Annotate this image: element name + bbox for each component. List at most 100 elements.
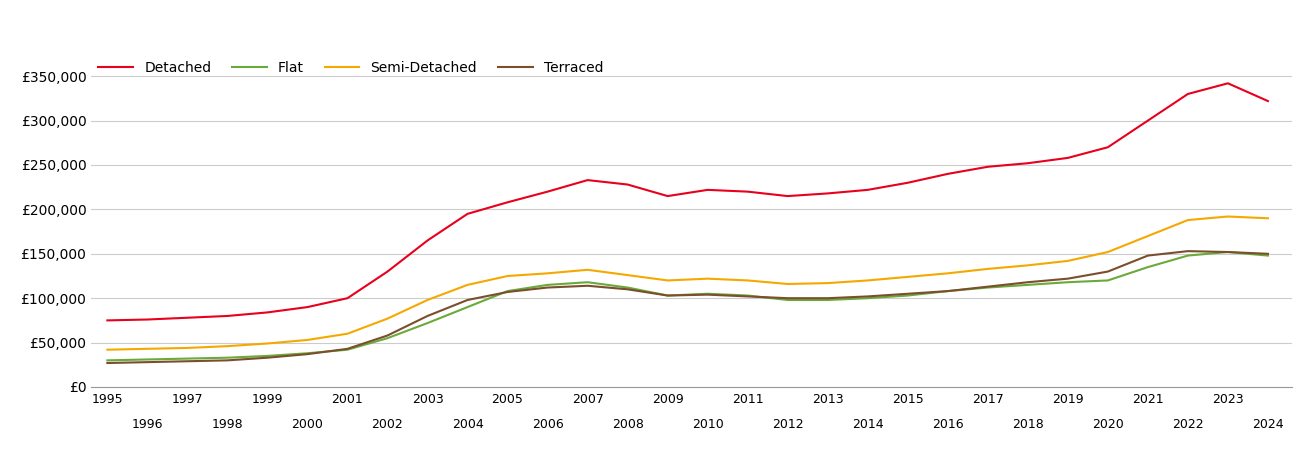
Detached [180, 315, 196, 320]
Detached [300, 304, 316, 310]
Flat [780, 297, 796, 303]
Terraced [500, 289, 515, 295]
Semi-Detached [1180, 217, 1195, 223]
Terraced [99, 360, 115, 366]
Flat [500, 288, 515, 294]
Detached [940, 171, 955, 176]
Text: 2004: 2004 [452, 418, 483, 431]
Text: 2000: 2000 [291, 418, 324, 431]
Text: 2018: 2018 [1011, 418, 1044, 431]
Flat [1261, 253, 1276, 258]
Flat [180, 356, 196, 361]
Semi-Detached [339, 331, 355, 337]
Terraced [699, 292, 715, 297]
Semi-Detached [500, 273, 515, 279]
Flat [300, 351, 316, 356]
Terraced [140, 360, 155, 365]
Detached [1141, 118, 1156, 123]
Semi-Detached [1100, 249, 1116, 255]
Detached [500, 200, 515, 205]
Terraced [180, 359, 196, 364]
Text: 2012: 2012 [771, 418, 804, 431]
Flat [1100, 278, 1116, 283]
Terraced [260, 355, 275, 360]
Terraced [1141, 253, 1156, 258]
Detached [140, 317, 155, 322]
Line: Terraced: Terraced [107, 251, 1268, 363]
Detached [1060, 155, 1075, 161]
Terraced [940, 288, 955, 294]
Terraced [900, 291, 916, 297]
Terraced [339, 346, 355, 351]
Detached [1180, 91, 1195, 97]
Text: 2014: 2014 [852, 418, 883, 431]
Text: 2008: 2008 [612, 418, 643, 431]
Semi-Detached [1261, 216, 1276, 221]
Flat [579, 279, 595, 285]
Detached [540, 189, 556, 194]
Semi-Detached [1220, 214, 1236, 219]
Semi-Detached [579, 267, 595, 273]
Flat [820, 297, 835, 303]
Detached [1100, 144, 1116, 150]
Semi-Detached [1060, 258, 1075, 264]
Semi-Detached [699, 276, 715, 281]
Terraced [380, 333, 395, 338]
Flat [660, 293, 676, 298]
Semi-Detached [1021, 263, 1036, 268]
Line: Detached: Detached [107, 83, 1268, 320]
Detached [380, 269, 395, 274]
Semi-Detached [99, 347, 115, 352]
Flat [940, 288, 955, 294]
Flat [219, 355, 235, 360]
Terraced [860, 294, 876, 299]
Terraced [1021, 279, 1036, 285]
Detached [780, 194, 796, 199]
Flat [1220, 249, 1236, 255]
Semi-Detached [540, 270, 556, 276]
Terraced [1261, 251, 1276, 256]
Detached [219, 313, 235, 319]
Detached [900, 180, 916, 185]
Terraced [1220, 249, 1236, 255]
Terraced [740, 294, 756, 299]
Text: 2016: 2016 [932, 418, 963, 431]
Flat [740, 293, 756, 298]
Line: Semi-Detached: Semi-Detached [107, 216, 1268, 350]
Text: 2020: 2020 [1092, 418, 1124, 431]
Detached [260, 310, 275, 315]
Detached [740, 189, 756, 194]
Semi-Detached [940, 270, 955, 276]
Terraced [579, 283, 595, 288]
Terraced [820, 296, 835, 301]
Semi-Detached [900, 274, 916, 279]
Semi-Detached [780, 281, 796, 287]
Text: 2022: 2022 [1172, 418, 1203, 431]
Detached [1021, 161, 1036, 166]
Flat [140, 357, 155, 362]
Flat [380, 335, 395, 341]
Semi-Detached [459, 282, 475, 288]
Detached [820, 191, 835, 196]
Terraced [300, 351, 316, 357]
Semi-Detached [660, 278, 676, 283]
Terraced [780, 296, 796, 301]
Text: 2024: 2024 [1251, 418, 1284, 431]
Text: 2002: 2002 [372, 418, 403, 431]
Terraced [420, 313, 436, 319]
Terraced [1180, 248, 1195, 254]
Semi-Detached [980, 266, 996, 272]
Detached [699, 187, 715, 193]
Terraced [980, 284, 996, 289]
Line: Flat: Flat [107, 252, 1268, 360]
Flat [620, 285, 636, 290]
Terraced [620, 287, 636, 292]
Semi-Detached [620, 272, 636, 278]
Semi-Detached [740, 278, 756, 283]
Detached [1261, 99, 1276, 104]
Detached [459, 211, 475, 216]
Semi-Detached [300, 337, 316, 342]
Detached [980, 164, 996, 170]
Detached [99, 318, 115, 323]
Terraced [1100, 269, 1116, 274]
